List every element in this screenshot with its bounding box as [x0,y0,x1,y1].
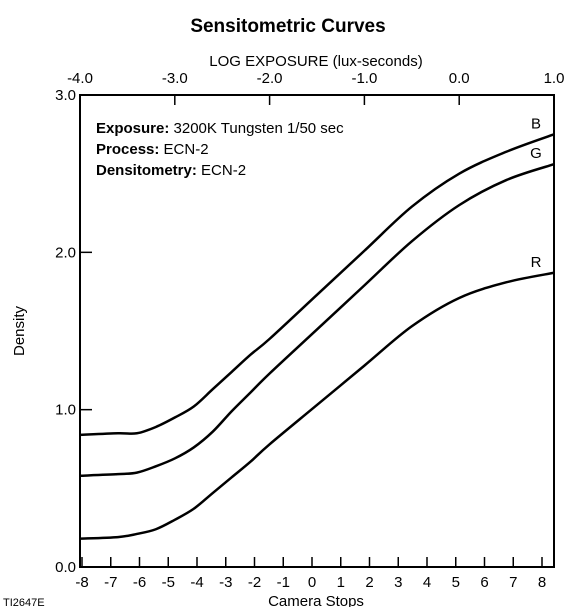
stop-tick-label: -4 [190,574,203,591]
curve-b [79,133,555,437]
top-tick-label: -1.0 [351,70,377,87]
y-tick-label: 2.0 [55,244,76,261]
figure-id: TI2647E [3,597,45,607]
annotation-value: ECN-2 [159,141,208,158]
stop-tick-label: 3 [394,574,402,591]
curve-label-b: B [531,115,541,132]
annotation-line: Process: ECN-2 [96,141,209,158]
y-tick-label: 0.0 [55,559,76,576]
stop-tick-label: 6 [480,574,488,591]
stop-tick-label: 5 [452,574,460,591]
top-tick-label: 0.0 [449,70,470,87]
stop-tick-label: -6 [133,574,146,591]
stop-tick-label: 1 [337,574,345,591]
y-tick-label: 1.0 [55,402,76,419]
stop-tick-label: 4 [423,574,431,591]
x-axis-label: Camera Stops [268,593,364,607]
y-tick-label: 3.0 [55,87,76,104]
annotation-value: 3200K Tungsten 1/50 sec [169,120,344,137]
annotation-key: Densitometry: [96,162,197,179]
stop-tick-label: -2 [248,574,261,591]
top-axis-label: LOG EXPOSURE (lux-seconds) [209,53,422,70]
stop-tick-label: 7 [509,574,517,591]
stop-tick-label: -1 [277,574,290,591]
annotations: Exposure: 3200K Tungsten 1/50 sec Process… [96,120,344,179]
stop-tick-label: -5 [162,574,175,591]
stop-tick-label: -8 [75,574,88,591]
curve-g [79,163,555,477]
annotation-value: ECN-2 [197,162,246,179]
stop-tick-label: -3 [219,574,232,591]
curve-label-r: R [531,254,542,271]
top-tick-label: -4.0 [67,70,93,87]
top-tick-label: -2.0 [257,70,283,87]
y-axis-ticks: 0.0 1.0 2.0 3.0 [55,87,92,576]
curve-r [79,271,555,540]
stop-tick-label: -7 [104,574,117,591]
annotation-line: Densitometry: ECN-2 [96,162,246,179]
annotation-key: Exposure: [96,120,169,137]
top-axis-ticks: -4.0 -3.0 -2.0 -1.0 0.0 1.0 [67,70,564,105]
annotation-line: Exposure: 3200K Tungsten 1/50 sec [96,120,344,137]
chart-title: Sensitometric Curves [190,16,385,37]
curves: BG R [79,115,555,540]
plot-frame [79,94,555,568]
stop-tick-label: 8 [538,574,546,591]
stop-tick-label: 2 [365,574,373,591]
top-tick-label: -3.0 [162,70,188,87]
camera-stops-ticks: -8 -7 -6 -5 -4 -3 -2 -1 0 1 2 3 4 5 6 7 8 [75,557,546,591]
stop-tick-label: 0 [308,574,316,591]
y-axis-label: Density [11,305,28,356]
top-tick-label: 1.0 [544,70,565,87]
curve-label-g: G [530,145,542,162]
annotation-key: Process: [96,141,159,158]
